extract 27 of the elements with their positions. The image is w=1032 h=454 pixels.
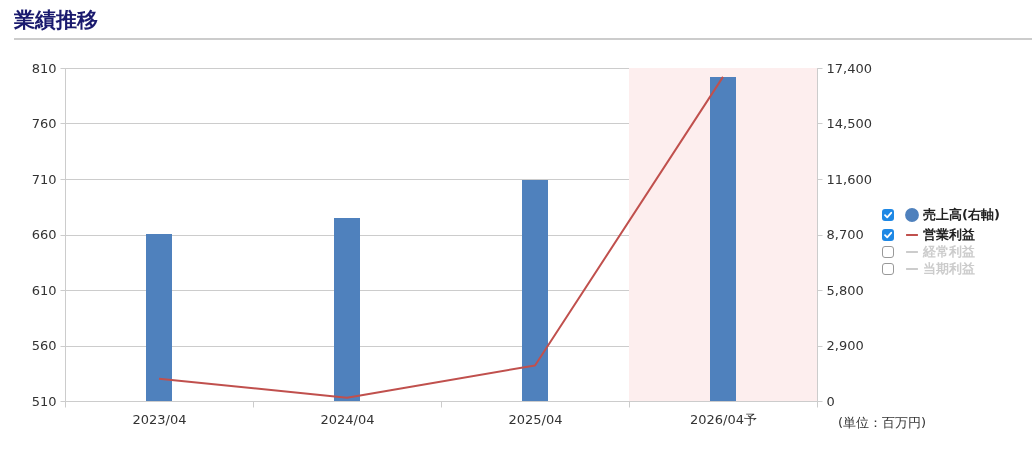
- x-tick-label: 2026/04予: [689, 411, 758, 427]
- legend-label: 売上高(右軸): [923, 207, 1000, 222]
- line-series: [158, 75, 724, 399]
- x-tick-label: 2024/04: [320, 411, 375, 427]
- bar: [522, 179, 548, 401]
- y-tick-label: 710: [31, 171, 57, 187]
- y2-tick-label: 17,400: [826, 60, 872, 76]
- y-tick-label: 560: [31, 338, 57, 353]
- bar: [710, 76, 736, 401]
- x-tick-label: 2025/04: [508, 411, 563, 427]
- y2-tick-label: 8,700: [826, 227, 864, 242]
- bar: [146, 233, 172, 401]
- text: (単位：百万円): [838, 414, 927, 432]
- y-tick-label: 610: [31, 282, 57, 298]
- y2-tick-label: 0: [826, 393, 835, 409]
- y-tick-label: 760: [31, 116, 57, 131]
- y-tick-label: 660: [31, 227, 57, 242]
- y2-tick-label: 2,900: [826, 338, 864, 353]
- legend-label: 営業利益: [923, 227, 975, 242]
- y2-tick-label: 14,500: [826, 116, 872, 131]
- bar: [334, 218, 360, 401]
- y2-tick-label: 11,600: [826, 171, 872, 187]
- x-tick-label: 2023/04: [132, 411, 187, 427]
- y-tick-label: 510: [31, 393, 57, 409]
- chart-title: 業績推移: [14, 6, 1032, 40]
- y-tick-label: 810: [31, 60, 57, 76]
- y2-tick-label: 5,800: [826, 282, 864, 298]
